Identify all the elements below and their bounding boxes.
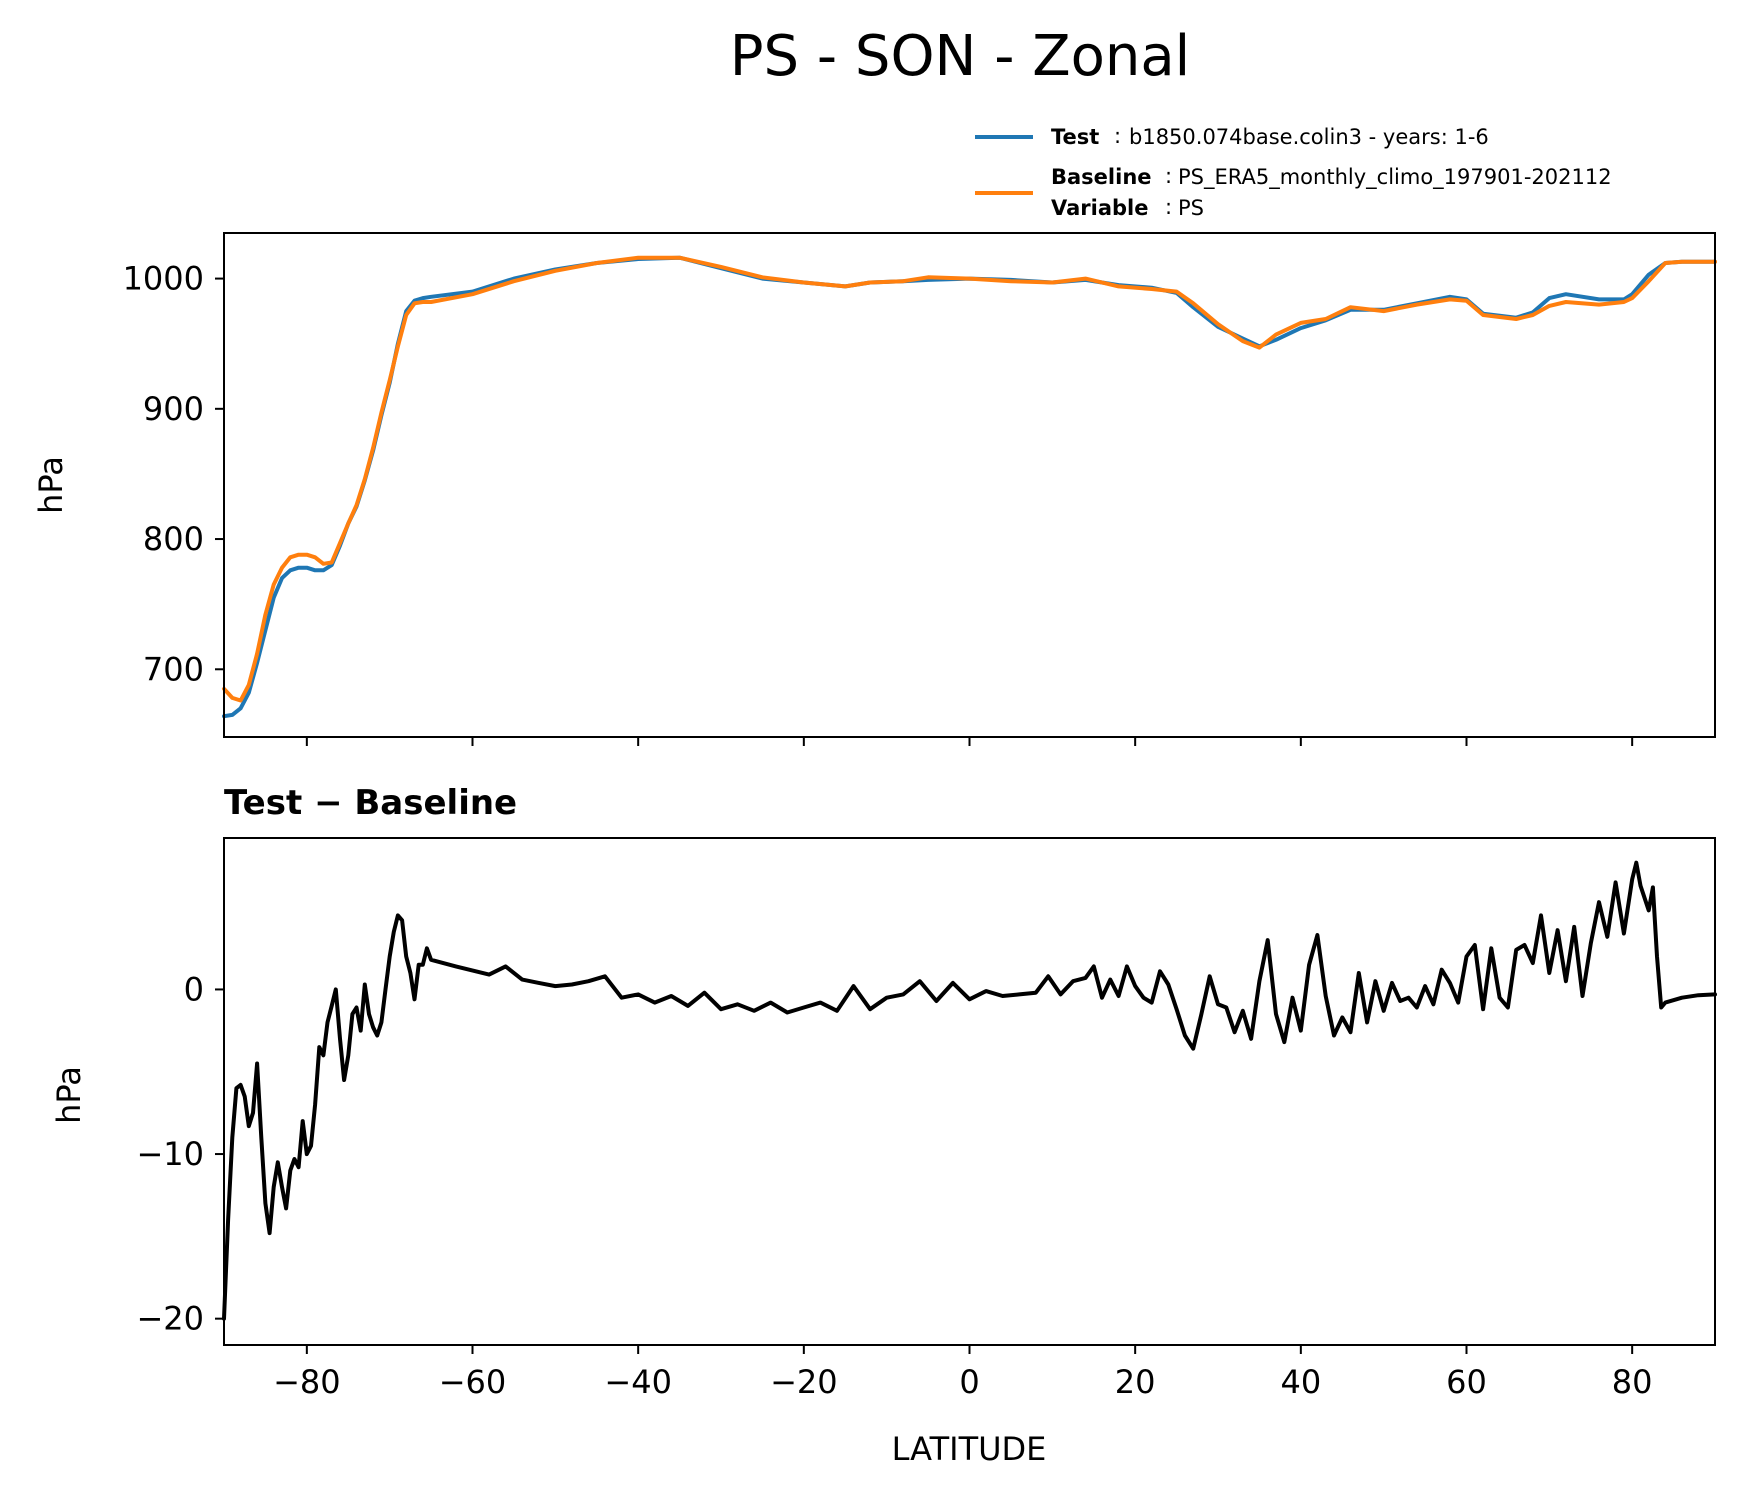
- x-axis-label: LATITUDE: [892, 1430, 1047, 1468]
- legend-sep-baseline: :: [1165, 164, 1172, 188]
- bottom-panel-title: Test − Baseline: [224, 783, 517, 823]
- legend-key-test: Test: [1051, 125, 1099, 149]
- bottom-panel: Test − Baseline −20 −10 0 −80 −60 −40 −20 0 20 4…: [50, 783, 1717, 1468]
- bottom-panel-y-ticks: −20 −10 0: [136, 970, 224, 1338]
- x-tick-label: −40: [604, 1363, 672, 1401]
- x-tick-label: 20: [1115, 1363, 1156, 1401]
- y-tick-label: −20: [136, 1300, 204, 1338]
- legend-value-baseline: PS_ERA5_monthly_climo_197901-202112: [1178, 165, 1612, 190]
- top-panel-series: [222, 255, 1717, 719]
- legend-key-variable: Variable: [1051, 196, 1148, 220]
- legend-value-variable: PS: [1178, 196, 1204, 220]
- x-tick-label: −20: [770, 1363, 838, 1401]
- x-tick-label: 0: [959, 1363, 979, 1401]
- top-panel-y-ticks: 700 800 900 1000: [123, 260, 224, 688]
- top-panel-frame: [223, 232, 1716, 738]
- bottom-panel-frame: [223, 837, 1716, 1346]
- y-tick-label: 0: [184, 970, 204, 1008]
- bottom-panel-series: [222, 860, 1717, 1321]
- x-tick-label: 60: [1446, 1363, 1487, 1401]
- top-panel-y-axis-label: hPa: [32, 456, 70, 514]
- bottom-panel-y-axis-label: hPa: [50, 1066, 88, 1124]
- y-tick-label: 900: [143, 390, 204, 428]
- legend-value-test: b1850.074base.colin3 - years: 1-6: [1129, 125, 1489, 149]
- top-panel-x-ticks: [305, 737, 1634, 746]
- y-tick-label: 1000: [123, 260, 204, 298]
- series-line-test-baseline: [222, 860, 1717, 1321]
- x-tick-label: 40: [1280, 1363, 1321, 1401]
- y-tick-label: −10: [136, 1135, 204, 1173]
- legend-key-baseline: Baseline: [1051, 165, 1152, 189]
- x-tick-label: −60: [439, 1363, 507, 1401]
- series-line-test: [222, 255, 1717, 719]
- legend: Test b1850.074base.colin3 - years: 1-6 :…: [975, 124, 1612, 220]
- series-line-baseline: [222, 255, 1717, 703]
- x-tick-label: 80: [1612, 1363, 1653, 1401]
- x-tick-label: −80: [273, 1363, 341, 1401]
- legend-sep-variable: :: [1165, 195, 1172, 219]
- chart-title: PS - SON - Zonal: [730, 24, 1190, 89]
- legend-sep-test: :: [1114, 124, 1121, 148]
- y-tick-label: 800: [143, 520, 204, 558]
- y-tick-label: 700: [143, 650, 204, 688]
- bottom-panel-x-ticks: −80 −60 −40 −20 0 20 40 60 80: [273, 1345, 1653, 1401]
- top-panel: 700 800 900 1000 hPa: [32, 232, 1717, 746]
